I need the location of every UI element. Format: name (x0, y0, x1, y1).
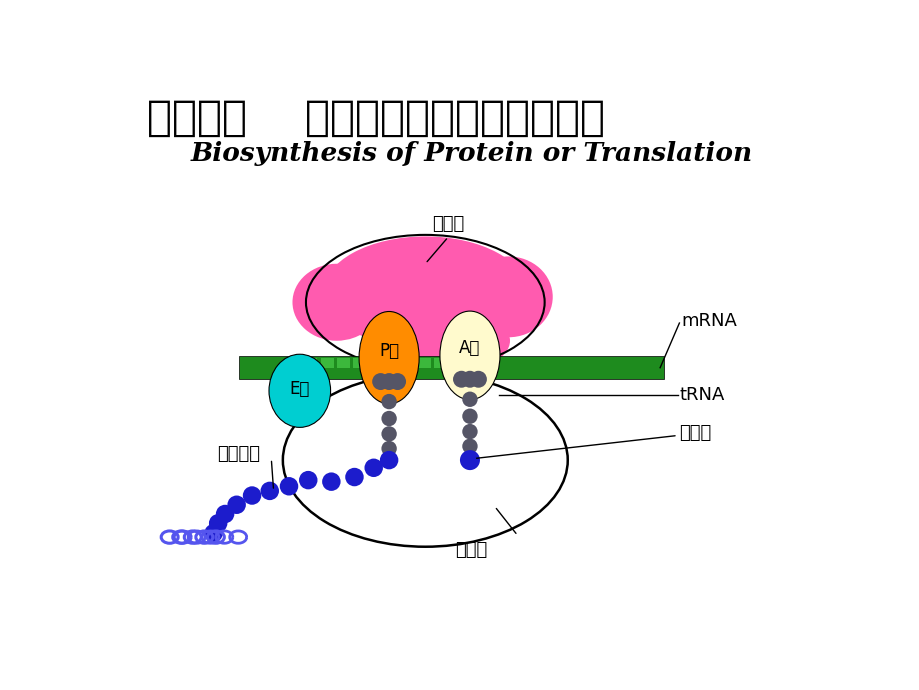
Bar (482, 357, 494, 368)
Bar (449, 357, 462, 368)
Ellipse shape (363, 306, 509, 375)
Circle shape (322, 473, 340, 491)
Ellipse shape (292, 264, 380, 341)
Text: tRNA: tRNA (678, 386, 724, 404)
Circle shape (364, 459, 382, 477)
Bar (336, 357, 349, 368)
Circle shape (381, 426, 396, 442)
Circle shape (299, 471, 317, 489)
Text: Biosynthesis of Protein or Translation: Biosynthesis of Protein or Translation (190, 141, 752, 166)
Circle shape (209, 514, 227, 533)
Text: 小亚基: 小亚基 (432, 215, 464, 233)
Bar (369, 357, 381, 368)
Bar (288, 357, 301, 368)
Circle shape (381, 394, 396, 409)
Bar (304, 357, 317, 368)
Circle shape (279, 477, 298, 495)
Ellipse shape (363, 244, 471, 310)
Circle shape (372, 373, 389, 390)
Bar (417, 357, 430, 368)
Text: mRNA: mRNA (680, 313, 736, 331)
Ellipse shape (268, 354, 330, 427)
Circle shape (204, 524, 222, 542)
Ellipse shape (439, 311, 499, 400)
Circle shape (380, 373, 397, 390)
Ellipse shape (464, 257, 552, 337)
Circle shape (461, 391, 477, 407)
Circle shape (381, 411, 396, 426)
Bar (239, 356, 664, 380)
Circle shape (461, 439, 477, 454)
Circle shape (216, 505, 234, 523)
Bar (385, 357, 398, 368)
Ellipse shape (358, 311, 419, 404)
Circle shape (389, 373, 405, 390)
Circle shape (461, 424, 477, 440)
Text: 氨基酸: 氨基酸 (678, 424, 711, 442)
Circle shape (227, 495, 245, 514)
Ellipse shape (363, 301, 463, 355)
Circle shape (452, 371, 470, 388)
Circle shape (470, 371, 486, 388)
Circle shape (243, 486, 261, 505)
Text: 第十三章    蛋白质的生物合成（翻译）: 第十三章 蛋白质的生物合成（翻译） (146, 97, 604, 139)
Text: A位: A位 (459, 339, 480, 357)
Circle shape (460, 450, 480, 470)
Circle shape (461, 371, 478, 388)
Ellipse shape (282, 373, 567, 546)
Bar (320, 357, 334, 368)
Circle shape (381, 441, 396, 456)
Text: 大亚基: 大亚基 (455, 541, 487, 559)
Text: P位: P位 (379, 342, 399, 359)
Circle shape (461, 408, 477, 424)
Bar (353, 357, 366, 368)
Text: 新生肽链: 新生肽链 (217, 445, 260, 463)
Text: E位: E位 (289, 380, 310, 398)
Ellipse shape (323, 237, 527, 348)
Bar (433, 357, 447, 368)
Circle shape (260, 482, 278, 500)
Bar (401, 357, 414, 368)
Circle shape (345, 468, 363, 486)
Circle shape (380, 451, 398, 469)
Bar (466, 357, 479, 368)
